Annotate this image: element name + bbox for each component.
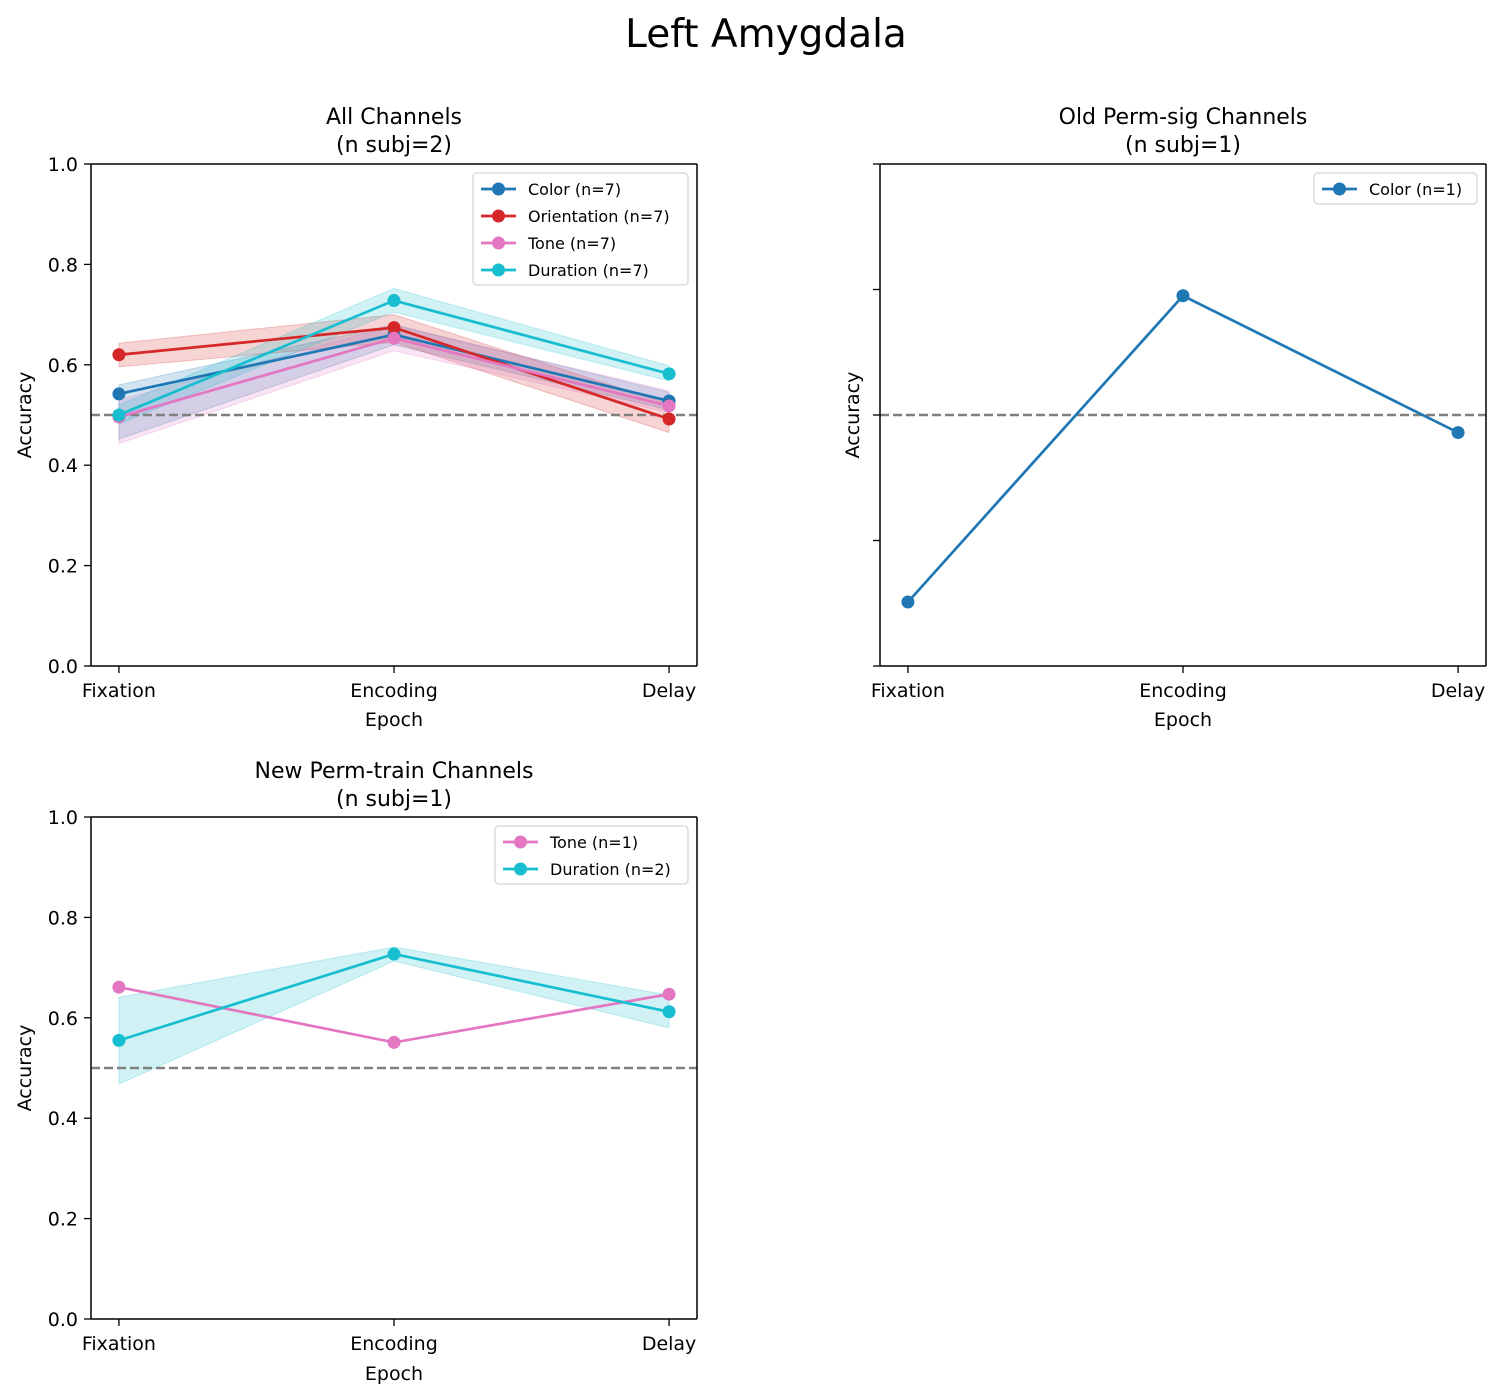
data-point [112, 1033, 126, 1047]
plot-area: 0.0 0.2 0.4 0.6 0.8 1.0 Fixation Encoding Delay C… [48, 154, 698, 702]
data-point [112, 387, 126, 401]
y-axis-label: Accuracy [14, 372, 36, 459]
y-axis-label: Accuracy [842, 372, 864, 459]
data-point [662, 399, 676, 413]
legend-entry: Tone (n=7) [527, 234, 616, 253]
y-tick-label: 0.4 [48, 455, 78, 477]
legend-swatch-marker [1333, 182, 1346, 196]
x-axis-label: Epoch [365, 709, 423, 731]
x-tick-label: Delay [642, 680, 697, 702]
y-tick-label: 1.0 [48, 807, 78, 829]
data-point [112, 408, 126, 422]
data-point [112, 348, 126, 362]
legend: Color (n=1) [1313, 172, 1478, 205]
data-point [662, 1005, 676, 1019]
confidence-band [118, 946, 670, 1085]
panel-new-perm-train-channels: New Perm-train Channels (n subj=1) 0.00.… [14, 759, 698, 1385]
legend-frame [472, 172, 689, 286]
y-tick-label: 0.8 [48, 254, 78, 276]
legend-swatch-marker [492, 263, 505, 277]
legend-entry: Tone (n=1) [549, 833, 638, 852]
plot-area: Fixation Encoding Delay Color (n=1) [871, 163, 1487, 702]
data-point [387, 294, 401, 308]
legend-frame [1313, 172, 1478, 205]
x-tick-label: Encoding [1139, 680, 1227, 702]
data-point [387, 947, 401, 961]
y-tick-label: 1.0 [48, 154, 78, 176]
data-point [662, 987, 676, 1001]
panel-title-line-2: (n subj=1) [336, 787, 452, 812]
x-tick-label: Fixation [82, 1333, 156, 1355]
legend-entry: Orientation (n=7) [528, 207, 670, 226]
legend: Color (n=7) Orientation (n=7) Tone (n=7) Du… [472, 172, 689, 286]
legend-swatch-marker [492, 209, 505, 223]
y-tick-label: 0.6 [48, 1008, 78, 1030]
y-tick-label: 0.0 [48, 656, 78, 678]
legend-entry: Duration (n=2) [550, 860, 671, 879]
legend: Tone (n=1) Duration (n=2) [494, 825, 689, 885]
data-point [662, 367, 676, 381]
legend-swatch-marker [492, 236, 505, 250]
x-tick-label: Fixation [82, 680, 156, 702]
legend-entry: Color (n=1) [1369, 180, 1462, 199]
x-axis-label: Epoch [365, 1363, 423, 1385]
y-tick-label: 0.2 [48, 1209, 78, 1231]
data-point [1451, 426, 1465, 440]
data-point [1176, 289, 1190, 303]
data-point [387, 321, 401, 335]
x-axis-label: Epoch [1154, 709, 1212, 731]
legend-entry: Duration (n=7) [528, 261, 649, 280]
x-tick-label: Fixation [871, 680, 945, 702]
y-axis-label: Accuracy [14, 1025, 36, 1112]
y-tick-label: 0.6 [48, 355, 78, 377]
figure-suptitle: Left Amygdala [625, 12, 907, 57]
data-point [901, 595, 915, 609]
x-tick-label: Delay [1431, 680, 1486, 702]
series-line [906, 294, 1459, 603]
panel-title-line-1: All Channels [326, 105, 462, 130]
panel-title-line-2: (n subj=2) [336, 133, 452, 158]
data-point [387, 331, 401, 345]
confidence-band [118, 287, 670, 425]
legend-entry: Color (n=7) [528, 180, 621, 199]
data-point [387, 1035, 401, 1049]
panel-title-line-1: Old Perm-sig Channels [1059, 105, 1308, 130]
panel-title-line-1: New Perm-train Channels [254, 759, 533, 784]
panel-title-line-2: (n subj=1) [1125, 133, 1241, 158]
y-tick-label: 0.0 [48, 1309, 78, 1331]
data-point [662, 412, 676, 426]
plot-area: 0.0 0.2 0.4 0.6 0.8 1.0 Fixation Encoding Delay T… [48, 807, 698, 1355]
y-tick-label: 0.2 [48, 556, 78, 578]
legend-swatch-marker [514, 835, 527, 849]
legend-frame [494, 825, 689, 885]
x-tick-label: Delay [642, 1333, 697, 1355]
x-tick-label: Encoding [350, 680, 438, 702]
y-tick-label: 0.4 [48, 1108, 78, 1130]
x-tick-label: Encoding [350, 1333, 438, 1355]
legend-swatch-marker [514, 862, 527, 876]
y-tick-label: 0.8 [48, 907, 78, 929]
legend-swatch-marker [492, 182, 505, 196]
data-point [112, 980, 126, 994]
confidence-band [118, 314, 670, 434]
panel-all-channels: All Channels (n subj=2) 0.0 0.2 0.4 0.6 0.8 1… [14, 105, 698, 731]
panel-old-perm-sig-channels: Old Perm-sig Channels (n subj=1) Fixatio… [842, 105, 1487, 731]
